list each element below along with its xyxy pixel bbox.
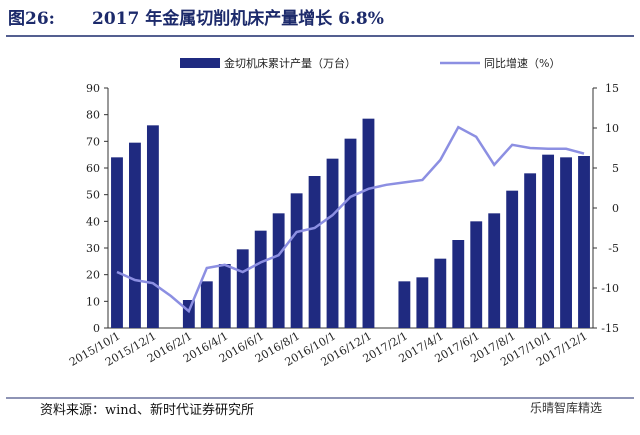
y2-tick-label: 0	[612, 202, 619, 215]
bar	[452, 240, 465, 328]
y-tick-label: 90	[86, 82, 100, 95]
chart-title: 2017 年金属切削机床产量增长 6.8%	[92, 8, 384, 29]
figure-label: 图26:	[8, 9, 55, 29]
legend-label: 金切机床累计产量（万台）	[224, 56, 356, 70]
bar	[129, 142, 141, 328]
y2-tick-label: 5	[612, 162, 619, 175]
y-tick-label: 40	[86, 215, 100, 228]
bar	[506, 190, 519, 328]
legend-swatch	[180, 58, 220, 68]
bar	[272, 213, 285, 328]
bar	[362, 118, 375, 329]
watermark: 乐晴智库精选	[530, 400, 602, 415]
bar	[542, 154, 555, 328]
bar	[182, 300, 195, 328]
bar	[236, 249, 249, 328]
y-tick-label: 0	[93, 322, 100, 335]
bar	[416, 277, 429, 328]
bar	[218, 264, 231, 328]
bar	[488, 213, 501, 328]
y2-tick-label: -15	[601, 322, 619, 335]
y2-tick-label: 15	[605, 82, 619, 95]
legend-label: 同比增速（%）	[484, 56, 560, 70]
bar	[560, 157, 572, 328]
source: 资料来源：wind、新时代证券研究所	[40, 402, 254, 418]
bar	[344, 138, 357, 328]
bar	[326, 158, 339, 328]
bar	[578, 156, 590, 328]
y-tick-label: 60	[86, 162, 100, 175]
bar	[308, 176, 321, 328]
y2-tick-label: 10	[605, 122, 619, 135]
line	[116, 125, 585, 314]
y-tick-label: 30	[86, 242, 100, 255]
bar	[434, 258, 447, 328]
y-tick-label: 20	[86, 269, 100, 282]
bar	[254, 230, 267, 328]
bar	[111, 157, 123, 328]
bar	[200, 281, 213, 328]
y2-tick-label: -10	[601, 282, 619, 295]
bar	[524, 173, 537, 328]
y-tick-label: 80	[86, 109, 100, 122]
y-tick-label: 50	[86, 189, 100, 202]
y2-tick-label: -5	[608, 242, 619, 255]
y-tick-label: 10	[86, 295, 100, 308]
y-tick-label: 70	[86, 135, 100, 148]
bar	[290, 193, 303, 328]
bar	[398, 281, 411, 328]
bar	[470, 221, 483, 328]
bar	[146, 125, 159, 328]
